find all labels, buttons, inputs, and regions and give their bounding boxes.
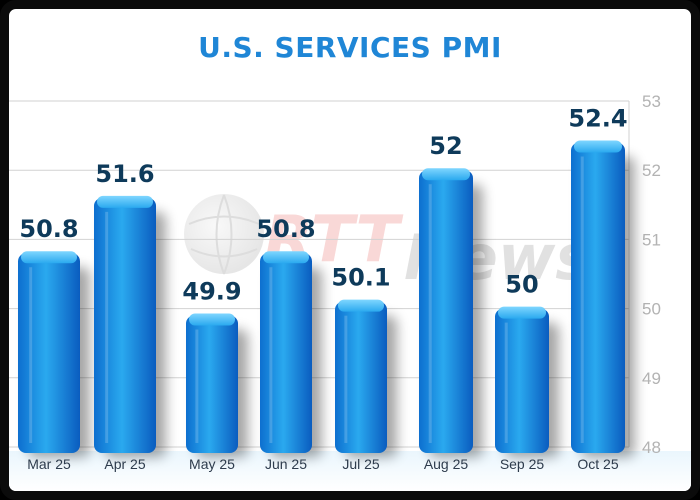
y-tick-label: 52 [642,161,661,180]
bar [260,251,322,457]
bar-body [18,253,80,453]
data-label: 50.8 [256,215,315,243]
bar-cap [422,168,470,181]
y-axis: 48 49 50 51 52 53 [628,92,661,457]
bar-highlight [105,211,109,443]
x-tick-label: Oct 25 [577,456,618,472]
bar-cap [338,299,384,312]
y-tick-label: 50 [642,300,661,319]
data-label: 52.4 [568,105,627,133]
x-tick-label: Mar 25 [27,456,71,472]
bar-body [186,315,238,453]
bar [18,251,90,457]
bar-body [94,197,156,453]
bar [419,168,483,457]
y-tick-label: 51 [642,230,661,249]
chart-floor [9,451,691,491]
bar-cap [498,306,546,319]
bar-body [260,253,312,453]
x-tick-label: May 25 [189,456,235,472]
bar-highlight [269,267,273,443]
bar [335,299,397,457]
x-tick-label: Jun 25 [265,456,307,472]
bars [18,140,635,457]
bar-cap [189,313,235,326]
y-tick-label: 53 [642,92,661,111]
data-label: 50 [505,271,538,299]
bar-cap [574,140,622,153]
x-tick-label: Apr 25 [104,456,145,472]
data-label: 50.1 [331,264,390,292]
x-tick-label: Sep 25 [500,456,545,472]
bar-highlight [29,267,33,443]
bar [495,306,559,457]
bar-highlight [580,156,584,443]
x-tick-label: Aug 25 [424,456,469,472]
bar-body [419,170,473,453]
bar-highlight [344,315,348,443]
bar-body [571,142,625,453]
chart-title: U.S. SERVICES PMI [198,31,502,64]
bar-highlight [504,322,508,443]
bar-body [495,308,549,453]
y-tick-label: 49 [642,369,661,388]
bar-highlight [195,329,199,443]
bar [571,140,635,457]
bar-highlight [428,184,432,443]
bar-cap [97,195,153,208]
data-label: 49.9 [182,278,241,306]
bar-body [335,301,387,453]
bar [94,195,166,457]
data-label: 52 [429,132,462,160]
bar-cap [21,251,77,264]
y-tick-label: 48 [642,438,661,457]
bar [186,313,248,457]
value-labels: 50.8 51.6 49.9 50.8 50.1 52 50 52.4 [19,105,627,306]
data-label: 51.6 [95,160,154,188]
bar-cap [263,251,309,264]
x-tick-label: Jul 25 [342,456,380,472]
data-label: 50.8 [19,215,78,243]
category-labels: Mar 25 Apr 25 May 25 Jun 25 Jul 25 Aug 25 Sep … [27,456,619,472]
